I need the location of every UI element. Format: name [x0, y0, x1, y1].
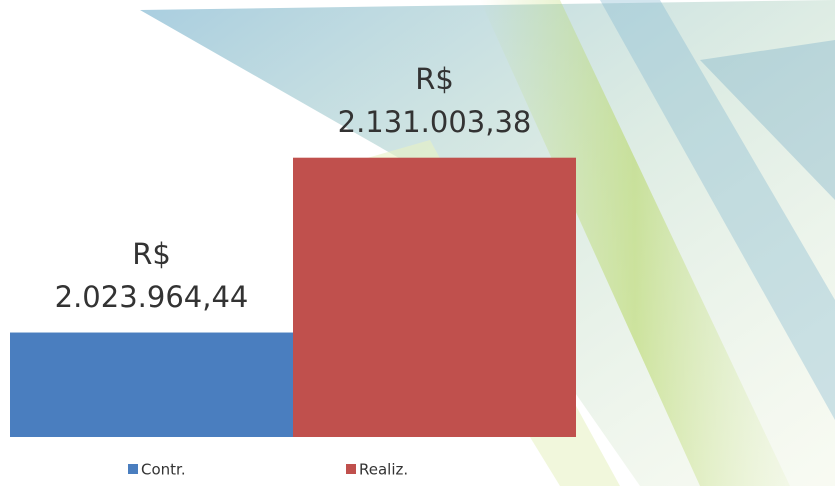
legend-label: Contr.	[141, 461, 186, 479]
legend-swatch	[128, 464, 138, 474]
legend: Contr. Realiz.	[128, 461, 408, 479]
value-label: R$ 2.023.964,44	[54, 236, 249, 314]
bar	[10, 332, 293, 437]
legend-swatch	[346, 464, 356, 474]
value-label: R$ 2.131.003,38	[337, 61, 532, 139]
bar	[293, 157, 576, 438]
legend-label: Realiz.	[359, 461, 408, 479]
